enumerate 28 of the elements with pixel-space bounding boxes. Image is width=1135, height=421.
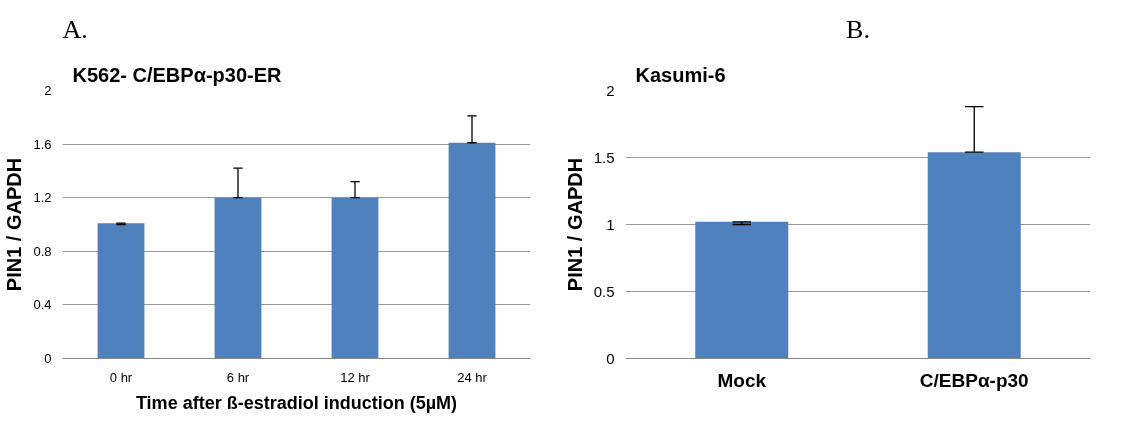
text: A. xyxy=(62,15,88,44)
chart-title: Kasumi-6 xyxy=(635,63,726,86)
y-tick-label: 0.4 xyxy=(33,297,52,313)
bar xyxy=(448,142,496,359)
y-tick-label: 0.5 xyxy=(593,282,615,300)
x-tick-label: 12 hr xyxy=(340,369,371,385)
y-tick-label: 2 xyxy=(606,81,615,99)
y-tick-label: 1.6 xyxy=(33,136,52,152)
x-tick-label: 24 hr xyxy=(457,369,488,385)
y-tick-label: 0 xyxy=(44,351,52,366)
bar xyxy=(97,223,145,359)
text: B. xyxy=(846,15,870,44)
y-tick-label: 1.2 xyxy=(33,190,52,206)
y-tick-label: 1.5 xyxy=(593,148,615,166)
y-tick-label: 2 xyxy=(44,83,52,98)
bar xyxy=(331,197,379,359)
bar xyxy=(214,197,262,359)
y-axis-title: PIN1 / GAPDH xyxy=(3,157,26,292)
y-axis-title: PIN1 / GAPDH xyxy=(563,157,586,292)
x-axis-title: Time after ß-estradiol induction (5µM) xyxy=(135,392,458,413)
x-tick-label: Mock xyxy=(717,369,767,391)
y-tick-label: 0.8 xyxy=(33,243,52,259)
chart-title: K562- C/EBPα-p30-ER xyxy=(72,63,283,86)
y-tick-label: 1 xyxy=(606,215,615,233)
x-tick-label: 0 hr xyxy=(109,369,133,385)
y-tick-label: 0 xyxy=(606,349,615,367)
x-tick-label: C/EBPα-p30 xyxy=(919,369,1029,391)
x-tick-label: 6 hr xyxy=(226,369,250,385)
